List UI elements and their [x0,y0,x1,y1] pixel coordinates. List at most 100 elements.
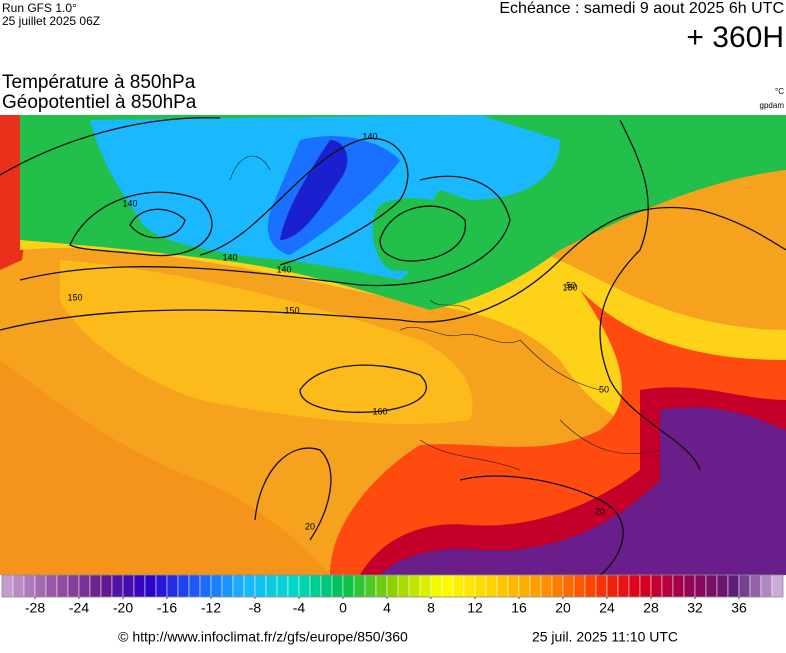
colorbar-swatch [540,574,553,598]
colorbar-tick-label: 8 [427,600,435,616]
colorbar-tick-label: -8 [249,600,262,616]
contour-label: 50 [566,280,576,290]
colorbar-swatch [254,574,267,598]
colorbar-swatch [331,574,344,598]
colorbar-swatch [67,574,80,598]
colorbar-swatch [375,574,388,598]
colorbar-swatch [573,574,586,598]
run-date: 25 juillet 2025 06Z [2,14,100,28]
colorbar-swatch [639,574,652,598]
colorbar-swatch [595,574,608,598]
colorbar-swatch [144,574,157,598]
colorbar-frame [1,574,784,598]
colorbar-tick-label: -16 [157,600,177,616]
colorbar-swatch [34,574,47,598]
contour-label: 160 [372,406,387,416]
colorbar-swatch [298,574,311,598]
yellow-region [20,230,786,470]
colorbar-swatch [474,574,487,598]
colorbar-tick-label: 36 [731,600,747,616]
colorbar-swatch [749,574,762,598]
colorbar-swatch [397,574,410,598]
colorbar-swatch [430,574,443,598]
colorbar-swatch [155,574,168,598]
colorbar-tick-label: 20 [555,600,571,616]
title-geopotential: Géopotentiel à 850hPa [2,92,197,113]
colorbar-swatch [507,574,520,598]
colorbar-swatch [210,574,223,598]
colorbar-swatch [364,574,377,598]
colorbar-swatch [23,574,36,598]
colorbar-tick-label: 12 [467,600,483,616]
footer-source: © http://www.infoclimat.fr/z/gfs/europe/… [118,629,408,645]
colorbar-swatch [716,574,729,598]
contour-label: 150 [67,292,82,302]
colorbar-swatch [738,574,751,598]
colorbar-swatch [56,574,69,598]
colorbar-tick-label: 32 [687,600,703,616]
colorbar-swatch [177,574,190,598]
colorbar-swatch [100,574,113,598]
colorbar-swatch [309,574,322,598]
colorbar-swatch [243,574,256,598]
colorbar-swatch [760,574,773,598]
colorbar-swatch [496,574,509,598]
colorbar-tick-label: 0 [339,600,347,616]
colorbar-swatch [199,574,212,598]
colorbar-swatch [771,574,784,598]
colorbar-swatch [452,574,465,598]
colorbar-swatch [606,574,619,598]
colorbar-tick-label: -4 [293,600,306,616]
colorbar-swatch [12,574,25,598]
colorbar-swatch [232,574,245,598]
contour-label: 140 [222,252,237,262]
orange-region [0,360,330,575]
lead-time: + 360H [686,21,784,54]
yellow-region [60,260,473,424]
colorbar-swatch [320,574,333,598]
colorbar-swatch [265,574,278,598]
colorbar-swatch [1,574,14,598]
colorbar-swatch [485,574,498,598]
colorbar-swatch [221,574,234,598]
colorbar-swatch [551,574,564,598]
colorbar-swatch [45,574,58,598]
colorbar-swatch [562,574,575,598]
colorbar-swatch [133,574,146,598]
colorbar-swatch [628,574,641,598]
colorbar-swatch [386,574,399,598]
colorbar-swatch [661,574,674,598]
colorbar-swatch [650,574,663,598]
colorbar-tick-label: 28 [643,600,659,616]
contour-label: 150 [562,282,577,292]
contour-label: 140 [276,264,291,274]
title-temperature: Température à 850hPa [2,72,196,93]
colorbar-swatch [408,574,421,598]
colorbar-swatch [419,574,432,598]
contour-label: 50 [599,384,609,394]
colorbar-tick-label: -12 [201,600,221,616]
colorbar-swatch [463,574,476,598]
colorbar-swatch [166,574,179,598]
colorbar-swatch [441,574,454,598]
unit-geopotential: gpdam [760,101,785,110]
colorbar-tick-label: 16 [511,600,527,616]
colorbar: -28 -24 -20 -16 -12 -8 -4 0 4 8 12 16 20 24 28 32 36 [1,574,784,616]
colorbar-swatch [529,574,542,598]
colorbar-swatch [276,574,289,598]
colorbar-swatch [188,574,201,598]
colorbar-swatch [705,574,718,598]
contour-label: 20 [305,521,315,531]
footer-generated: 25 juil. 2025 11:10 UTC [532,629,678,645]
colorbar-swatch [287,574,300,598]
unit-temperature: °C [775,87,784,96]
colorbar-swatch [342,574,355,598]
colorbar-swatch [672,574,685,598]
colorbar-tick-label: 4 [383,600,391,616]
colorbar-swatch [518,574,531,598]
colorbar-swatch [617,574,630,598]
colorbar-swatch [683,574,696,598]
contour-label: 150 [284,305,299,315]
colorbar-swatch [694,574,707,598]
colorbar-tick-label: 24 [599,600,615,616]
